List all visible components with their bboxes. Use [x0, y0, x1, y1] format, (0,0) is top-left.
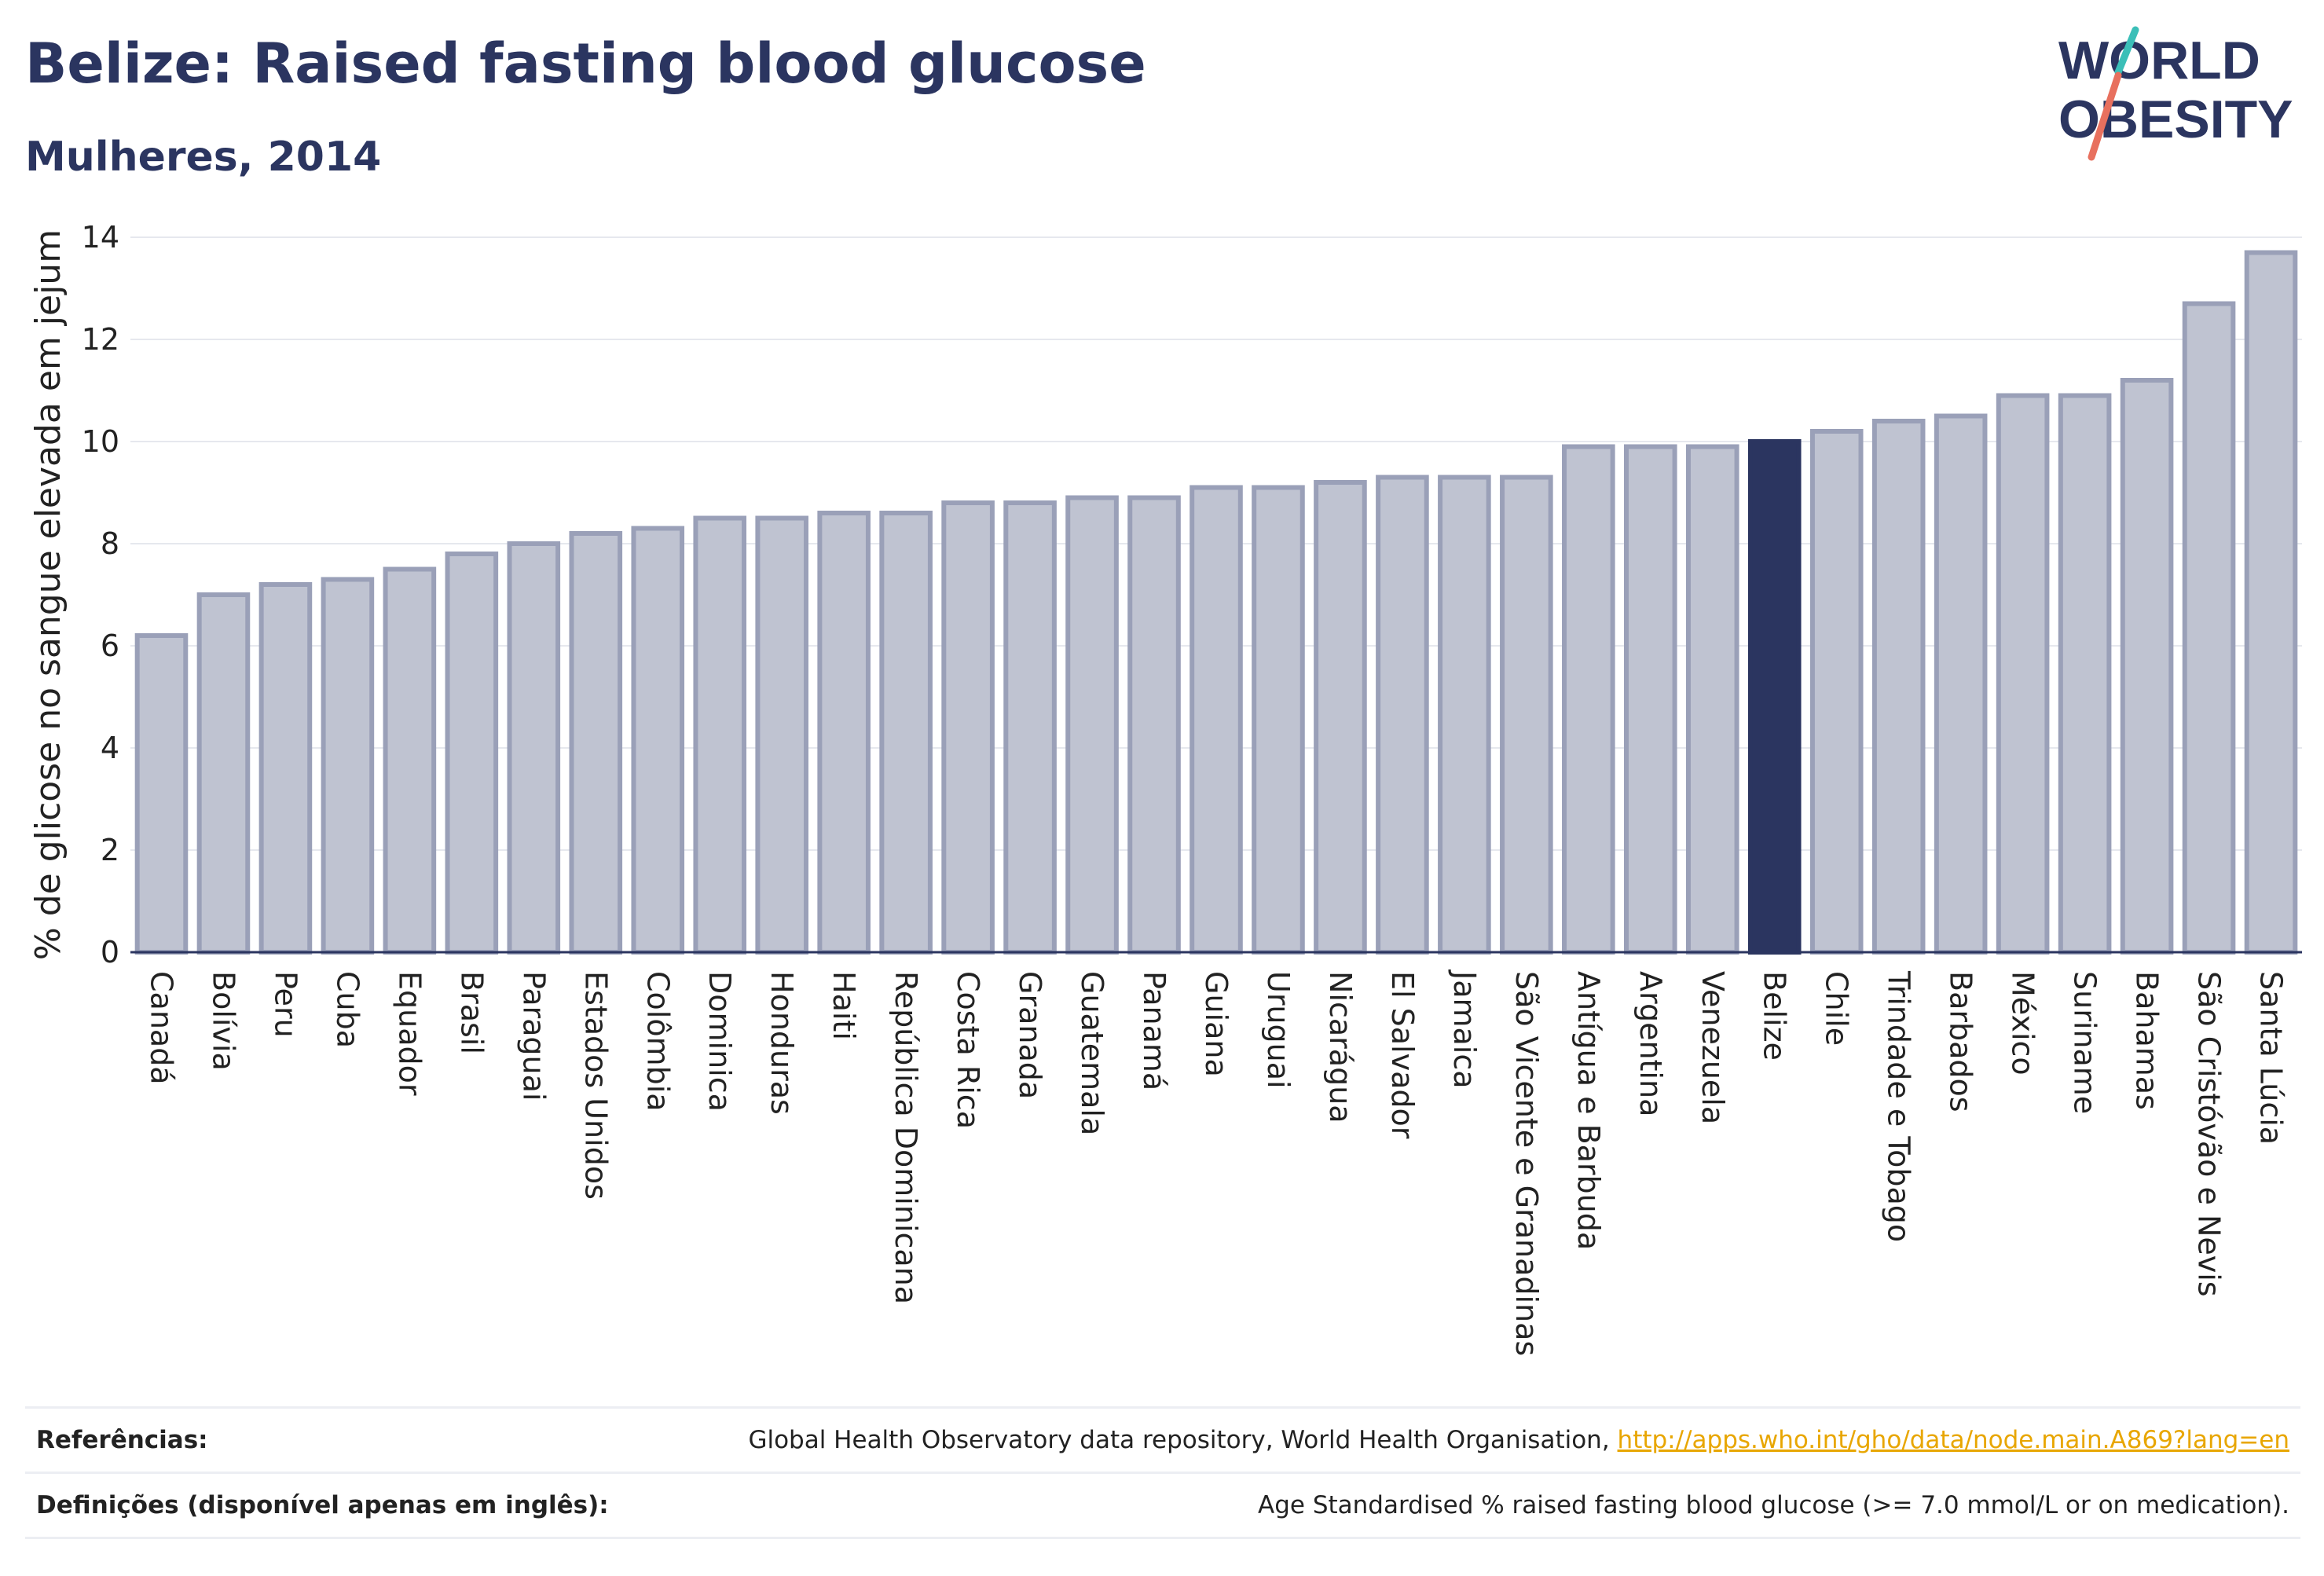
- x-tick-label: São Vicente e Granadinas: [1509, 971, 1544, 1356]
- bar: [134, 633, 189, 955]
- x-tick-label: El Salvador: [1385, 971, 1420, 1139]
- bar: [507, 541, 561, 955]
- y-tick-label: 6: [101, 629, 119, 663]
- bar: [258, 582, 313, 955]
- y-tick-label: 14: [82, 220, 119, 255]
- x-tick-label: Estados Unidos: [578, 971, 613, 1200]
- x-tick-label: México: [2006, 971, 2040, 1076]
- bar: [817, 511, 871, 955]
- bar: [631, 526, 685, 955]
- bar: [1500, 475, 1553, 955]
- x-tick-label: Uruguai: [1261, 971, 1296, 1089]
- x-tick-label: Dominica: [702, 971, 737, 1112]
- definitions-row: Definições (disponível apenas em inglês)…: [25, 1472, 2300, 1539]
- bar: [321, 577, 375, 955]
- logo-slash-coral: [2088, 71, 2122, 161]
- bar: [2120, 378, 2174, 955]
- y-tick-label: 2: [101, 833, 119, 867]
- y-tick-label: 4: [101, 731, 119, 765]
- x-tick-label: Haiti: [827, 971, 861, 1040]
- logo-slash-teal: [2114, 26, 2139, 76]
- x-tick-label: Panamá: [1137, 971, 1171, 1090]
- bar: [383, 566, 437, 955]
- x-tick-label: Equador: [392, 971, 427, 1096]
- bar: [1438, 475, 1491, 955]
- x-tick-label: Colômbia: [640, 971, 675, 1112]
- bar: [941, 500, 995, 955]
- y-axis-ticks: 0 2 4 6 8 10 12 14: [82, 220, 119, 969]
- references-row: Referências: Global Health Observatory d…: [25, 1406, 2300, 1472]
- world-obesity-logo: WORLD OBESITY: [2058, 26, 2293, 161]
- x-tick-label: Belize: [1758, 971, 1792, 1061]
- bar: [1996, 393, 2050, 955]
- x-tick-label: Granada: [1013, 971, 1047, 1099]
- bar: [1934, 413, 1988, 955]
- x-tick-label: Canadá: [144, 971, 178, 1085]
- bar: [1562, 444, 1615, 955]
- bars: [134, 250, 2298, 955]
- x-tick-label: Santa Lúcia: [2254, 971, 2289, 1145]
- x-tick-label: Peru: [268, 971, 302, 1038]
- x-tick-label: Bolívia: [206, 971, 240, 1071]
- x-tick-label: Costa Rica: [951, 971, 985, 1129]
- x-tick-label: Argentina: [1633, 971, 1668, 1116]
- bar: [1871, 419, 1926, 955]
- bar: [1252, 485, 1305, 955]
- x-tick-label: Trindade e Tobago: [1882, 970, 1916, 1242]
- x-tick-label: São Cristóvão e Nevis: [2192, 971, 2227, 1297]
- bar: [2244, 250, 2298, 955]
- y-axis-label: % de glicose no sangue elevada em jejum: [28, 229, 68, 960]
- bar-chart: 0 2 4 6 8 10 12 14 Canadá Bolívia Peru Cuba Equador…: [28, 220, 2302, 1356]
- x-tick-label: Cuba: [330, 971, 365, 1048]
- x-tick-label: Brasil: [454, 971, 489, 1054]
- bar: [1314, 480, 1367, 955]
- bar: [2182, 301, 2236, 955]
- y-tick-label: 0: [101, 935, 119, 969]
- x-tick-label: Antígua e Barbuda: [1571, 971, 1606, 1250]
- references-value: Global Health Observatory data repositor…: [748, 1426, 2300, 1454]
- chart-title: Belize: Raised fasting blood glucose: [25, 31, 1146, 96]
- x-tick-label: Paraguai: [516, 971, 551, 1101]
- x-tick-label: Barbados: [1944, 971, 1978, 1112]
- bar: [879, 511, 933, 955]
- y-tick-label: 8: [101, 526, 119, 561]
- y-tick-label: 12: [82, 322, 119, 357]
- bar: [1809, 429, 1864, 955]
- x-tick-label: Guiana: [1199, 971, 1233, 1077]
- x-tick-label: Suriname: [2068, 971, 2102, 1114]
- bar: [1003, 500, 1057, 955]
- bar: [755, 515, 808, 955]
- x-tick-label: Chile: [1820, 971, 1854, 1046]
- chart-subtitle: Mulheres, 2014: [25, 134, 382, 181]
- x-tick-label: Venezuela: [1695, 971, 1730, 1124]
- references-text: Global Health Observatory data repositor…: [748, 1426, 1610, 1454]
- definitions-label: Definições (disponível apenas em inglês)…: [36, 1491, 609, 1519]
- references-link[interactable]: http://apps.who.int/gho/data/node.main.A…: [1617, 1426, 2289, 1454]
- x-tick-label: Jamaica: [1447, 969, 1482, 1089]
- bar: [1127, 495, 1181, 955]
- x-tick-label: Bahamas: [2130, 971, 2165, 1110]
- bar: [196, 592, 251, 955]
- bar: [1376, 475, 1429, 955]
- x-tick-label: República Dominicana: [889, 971, 923, 1304]
- y-tick-label: 10: [82, 424, 119, 459]
- bar-highlight: [1747, 439, 1802, 955]
- x-tick-label: Guatemala: [1075, 971, 1109, 1135]
- bar: [1685, 444, 1739, 955]
- references-label: Referências:: [36, 1426, 208, 1454]
- bar: [2058, 393, 2112, 955]
- bar: [445, 552, 499, 955]
- x-tick-label: Nicarágua: [1323, 971, 1358, 1123]
- footer: Referências: Global Health Observatory d…: [25, 1406, 2300, 1539]
- definitions-text: Age Standardised % raised fasting blood …: [1258, 1491, 2289, 1519]
- logo-line1: WORLD: [2058, 31, 2260, 90]
- bar: [693, 515, 747, 955]
- bar: [1189, 485, 1243, 955]
- bar: [569, 531, 623, 955]
- bar: [1065, 495, 1119, 955]
- bar: [1624, 444, 1677, 955]
- x-tick-label: Honduras: [764, 971, 799, 1115]
- x-axis-ticks: Canadá Bolívia Peru Cuba Equador Brasil Paragu…: [144, 969, 2288, 1356]
